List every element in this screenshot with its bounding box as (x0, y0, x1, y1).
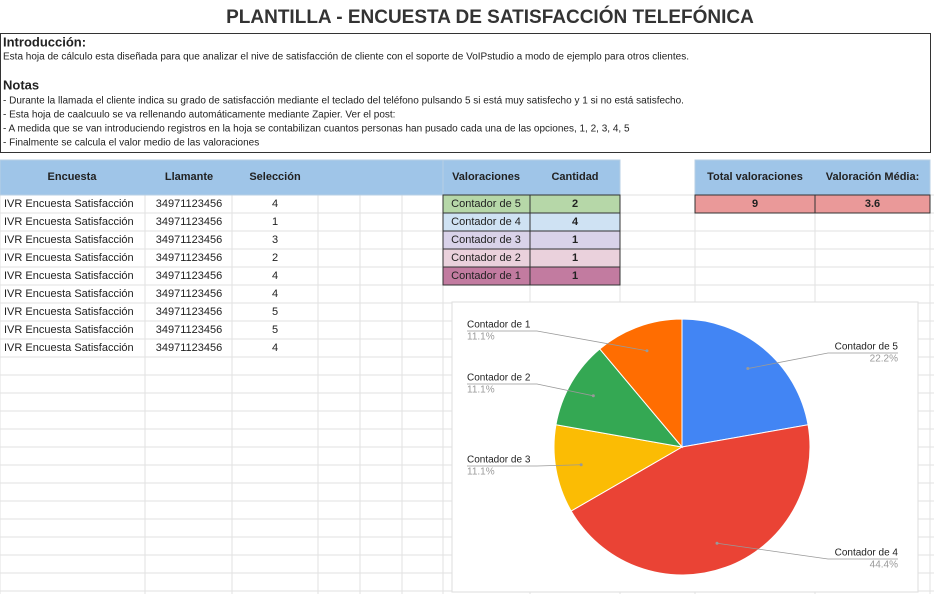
cell: 34971123456 (156, 198, 222, 210)
cell: 2 (272, 252, 278, 264)
cell: IVR Encuesta Satisfacción (4, 198, 134, 210)
rating-count: 4 (572, 216, 579, 228)
leader-line (716, 542, 898, 560)
cell: IVR Encuesta Satisfacción (4, 288, 134, 300)
leader-line (467, 464, 582, 467)
cell: IVR Encuesta Satisfacción (4, 234, 134, 246)
cell: 5 (272, 306, 278, 318)
slice-percent: 11.1% (467, 332, 495, 343)
rating-label: Contador de 4 (451, 216, 521, 228)
cell: 4 (272, 270, 278, 282)
cell: 34971123456 (156, 234, 222, 246)
slice-label: Contador de 1 (467, 320, 531, 331)
cell: 34971123456 (156, 306, 222, 318)
slice-percent: 22.2% (870, 354, 898, 365)
slice-label: Contador de 4 (835, 548, 899, 559)
leader-dot (579, 463, 583, 467)
leader-line (747, 352, 898, 369)
cell: IVR Encuesta Satisfacción (4, 252, 134, 264)
summary-value: 9 (752, 198, 758, 210)
pie-slice (553, 424, 684, 512)
leader-line (467, 383, 594, 397)
leader-dot (746, 367, 750, 371)
column-header: Valoraciones (452, 171, 520, 183)
pie-slice (555, 348, 684, 448)
column-header: Llamante (165, 171, 213, 183)
cell: 34971123456 (156, 324, 222, 336)
rating-label: Contador de 1 (451, 270, 521, 282)
cell: 4 (272, 198, 278, 210)
rating-cell (529, 266, 621, 286)
slice-percent: 11.1% (467, 467, 495, 478)
sheet-title: PLANTILLA - ENCUESTA DE SATISFACCIÓN TEL… (226, 6, 754, 28)
rating-label: Contador de 3 (451, 234, 521, 246)
note-line: - Esta hoja de caalcuulo se va rellenand… (3, 110, 395, 121)
notes-heading: Notas (3, 77, 39, 92)
rating-label: Contador de 5 (451, 198, 521, 210)
summary-value: 3.6 (865, 198, 880, 210)
slice-percent: 44.4% (870, 560, 898, 571)
header-cell (694, 159, 931, 196)
slice-percent: 11.1% (467, 385, 495, 396)
pie-slice (570, 424, 811, 576)
cell: IVR Encuesta Satisfacción (4, 342, 134, 354)
leader-dot (645, 349, 649, 353)
cell: IVR Encuesta Satisfacción (4, 270, 134, 282)
pie-slice (599, 318, 683, 449)
pie-slice (681, 318, 809, 448)
cell: 5 (272, 324, 278, 336)
slice-label: Contador de 2 (467, 373, 531, 384)
slice-label: Contador de 3 (467, 455, 531, 466)
rating-label: Contador de 2 (451, 252, 521, 264)
leader-dot (591, 394, 595, 398)
cell: 1 (272, 216, 278, 228)
intro-heading: Introducción: (3, 34, 86, 49)
note-line: - Finalmente se calcula el valor medio d… (3, 138, 259, 149)
intro-text: Esta hoja de cálculo esta diseñada para … (3, 52, 689, 63)
column-header: Cantidad (551, 171, 598, 183)
intro-box (0, 33, 931, 153)
cell: 34971123456 (156, 216, 222, 228)
rating-count: 2 (572, 198, 578, 210)
column-header: Total valoraciones (707, 171, 803, 183)
cell: 34971123456 (156, 252, 222, 264)
rating-count: 1 (572, 270, 578, 282)
column-header: Selección (249, 171, 301, 183)
header-cell (0, 159, 444, 196)
header-cell (442, 159, 621, 196)
column-header: Valoración Média: (826, 171, 920, 183)
note-line: - A medida que se van introduciendo regi… (3, 124, 630, 135)
rating-count: 1 (572, 234, 578, 246)
slice-label: Contador de 5 (835, 342, 899, 353)
leader-dot (715, 541, 719, 545)
column-header: Encuesta (48, 171, 98, 183)
summary-cell (814, 194, 931, 214)
cell: 34971123456 (156, 288, 222, 300)
leader-line (467, 330, 648, 352)
note-line: - Durante la llamada el cliente indica s… (3, 96, 684, 107)
cell: 4 (272, 288, 278, 300)
cell: IVR Encuesta Satisfacción (4, 306, 134, 318)
cell: 34971123456 (156, 270, 222, 282)
rating-count: 1 (572, 252, 578, 264)
cell: IVR Encuesta Satisfacción (4, 216, 134, 228)
cell: IVR Encuesta Satisfacción (4, 324, 134, 336)
cell: 4 (272, 342, 278, 354)
cell: 3 (272, 234, 278, 246)
cell: 34971123456 (156, 342, 222, 354)
